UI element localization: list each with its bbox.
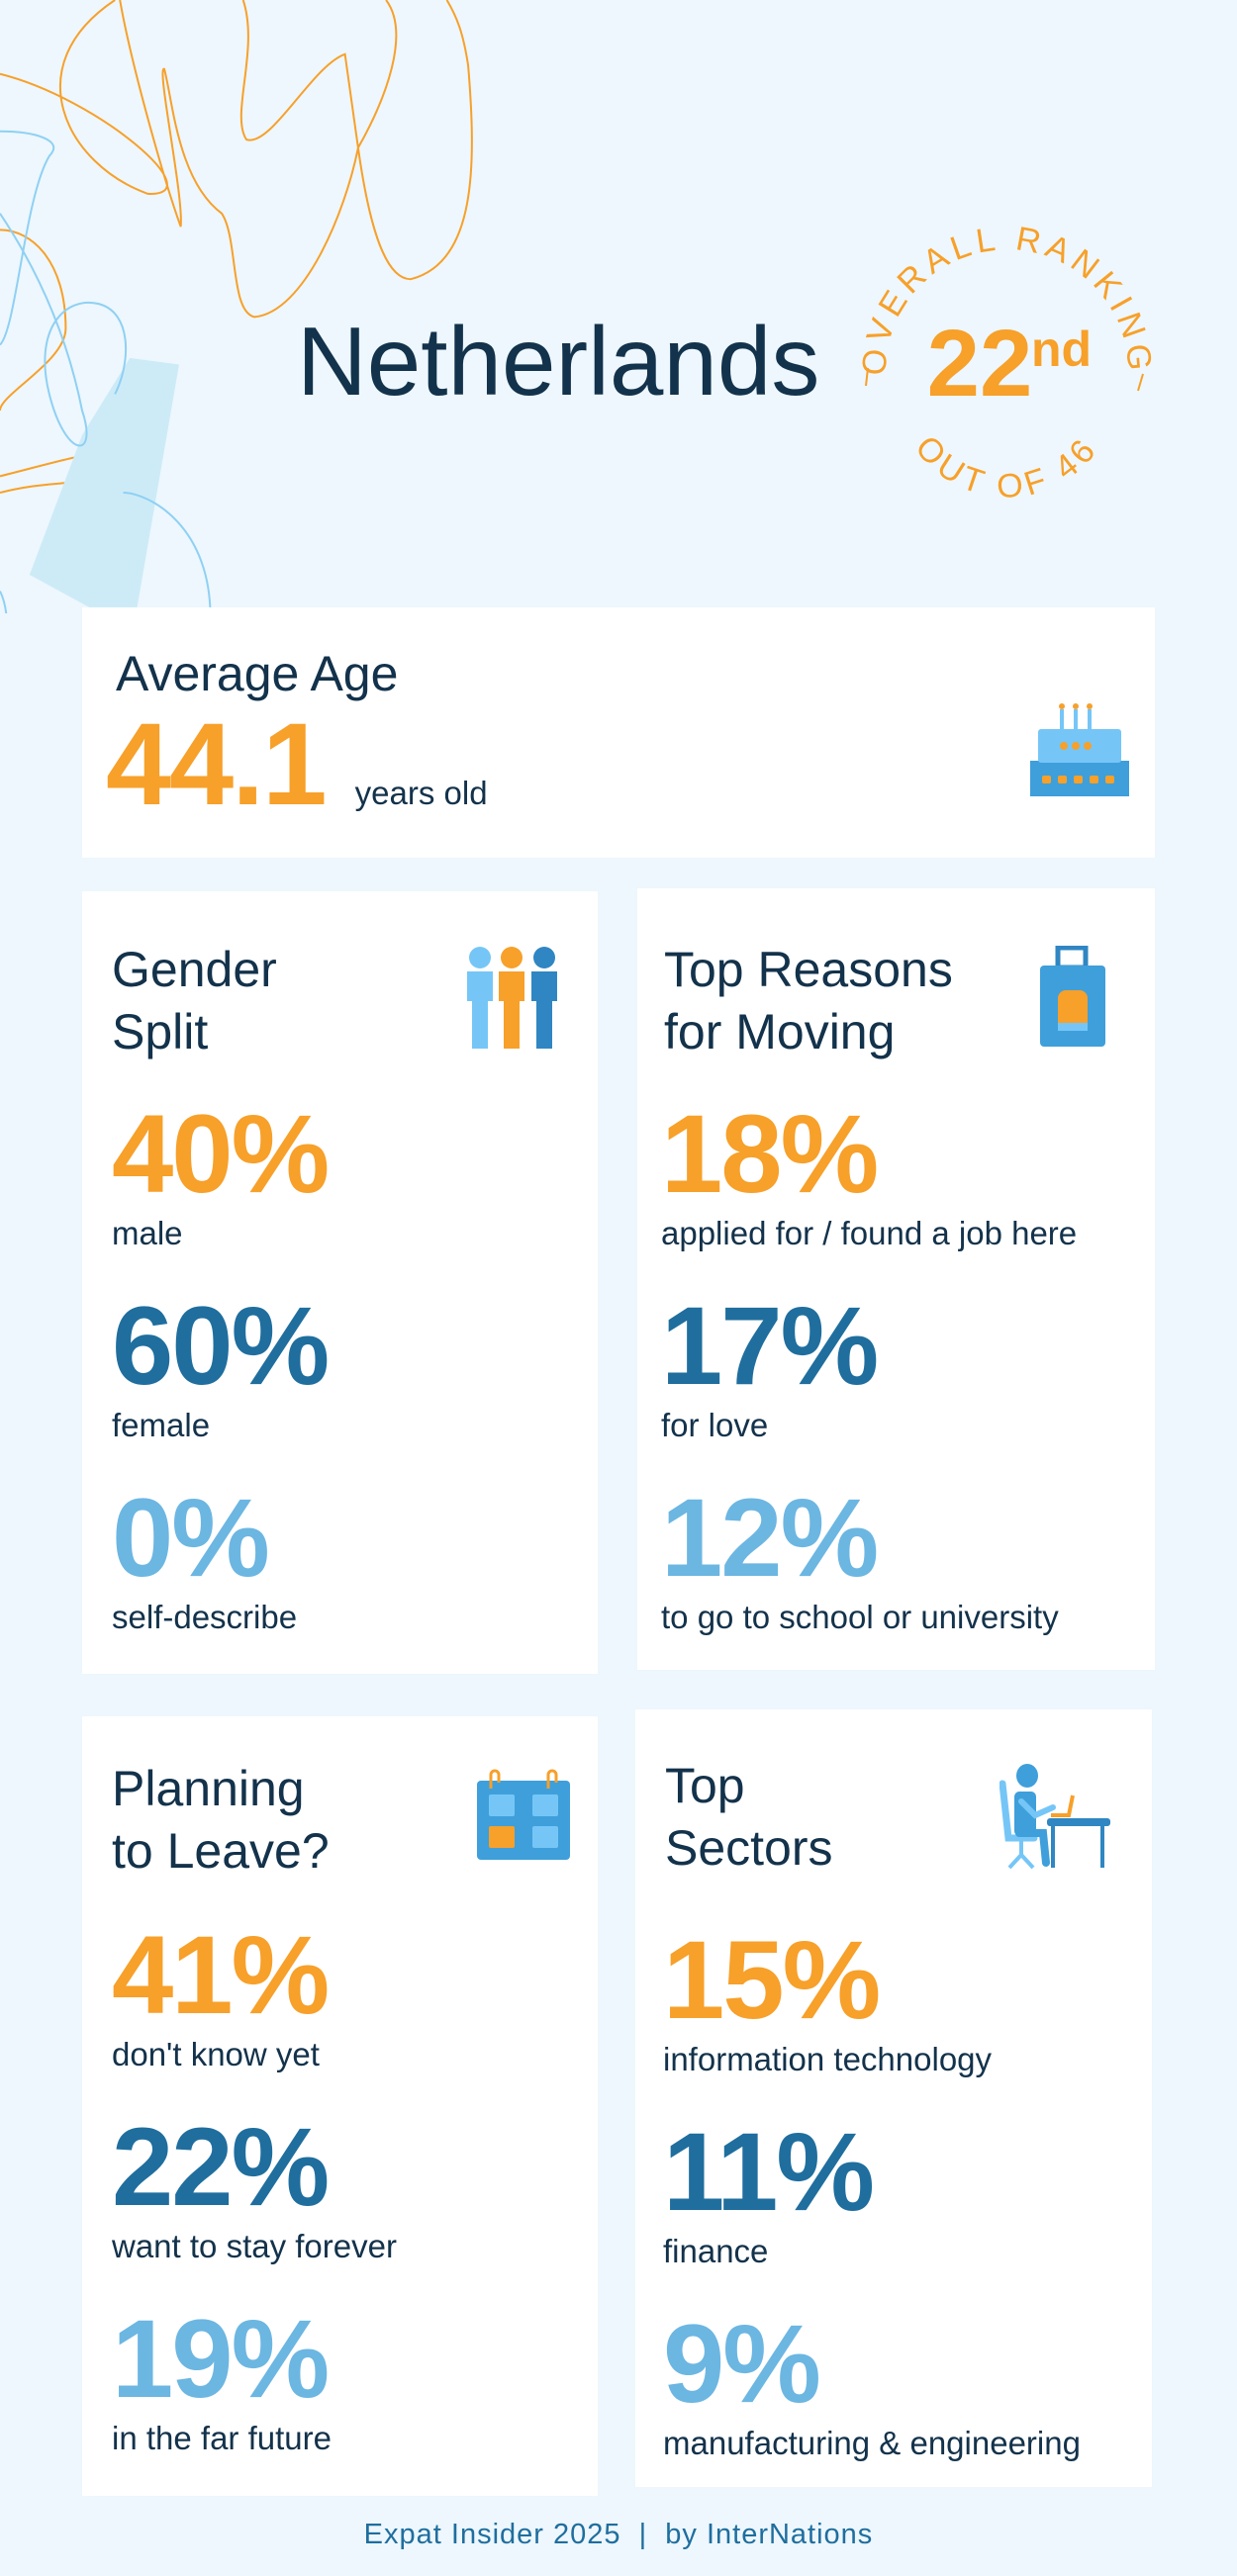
- sectors-card: Top Sectors 15% information technology 11%…: [635, 1709, 1152, 2487]
- gender-stat-self-describe: 0% self-describe: [112, 1476, 298, 1636]
- reason-stat-job: 18% applied for / found a job here: [661, 1092, 1078, 1252]
- gender-split-title: Gender Split: [112, 942, 277, 1059]
- planning-stat-stay-forever: 22% want to stay forever: [112, 2105, 397, 2265]
- reason-stat-love: 17% for love: [661, 1284, 879, 1444]
- sector-stat-manufacturing: 9% manufacturing & engineering: [663, 2302, 1081, 2462]
- average-age-card: Average Age 44.1 years old: [82, 607, 1155, 858]
- decorative-doodles: [0, 0, 473, 613]
- planning-stat-far-future: 19% in the far future: [112, 2297, 332, 2457]
- person-at-desk-icon: [999, 1764, 1110, 1870]
- country-title: Netherlands: [297, 307, 820, 415]
- gender-stat-male: 40% male: [112, 1092, 330, 1252]
- ranking-badge: OVERALL RANKING OUT OF 46 22 nd: [855, 220, 1154, 506]
- planning-stat-dont-know: 41% don't know yet: [112, 1913, 330, 2073]
- average-age-unit: years old: [354, 775, 488, 811]
- rank-suffix: nd: [1031, 322, 1092, 377]
- reasons-title: Top Reasons for Moving: [664, 942, 953, 1059]
- rank-number: 22: [927, 311, 1033, 416]
- sector-stat-finance: 11% finance: [663, 2110, 875, 2270]
- suitcase-icon: [1040, 946, 1105, 1047]
- gender-stat-female: 60% female: [112, 1284, 330, 1444]
- people-icon: [467, 947, 557, 1049]
- average-age-title: Average Age: [116, 646, 399, 701]
- planning-title: Planning to Leave?: [112, 1761, 330, 1879]
- out-of-label: OUT OF 46: [907, 428, 1105, 506]
- reasons-card: Top Reasons for Moving 18% applied for / f…: [637, 888, 1155, 1670]
- planning-card: Planning to Leave? 41% don't know yet 22% w…: [82, 1716, 598, 2496]
- sectors-title: Top Sectors: [665, 1758, 833, 1876]
- birthday-cake-icon: [1030, 703, 1129, 796]
- reason-stat-school: 12% to go to school or university: [661, 1476, 1059, 1636]
- footer-credit: Expat Insider 2025 | by InterNations: [363, 2519, 874, 2550]
- calendar-icon: [477, 1769, 570, 1860]
- average-age-value: 44.1: [106, 699, 328, 830]
- sector-stat-it: 15% information technology: [663, 1918, 993, 2078]
- gender-split-card: Gender Split 40% male 60% female 0% self-des…: [82, 891, 598, 1674]
